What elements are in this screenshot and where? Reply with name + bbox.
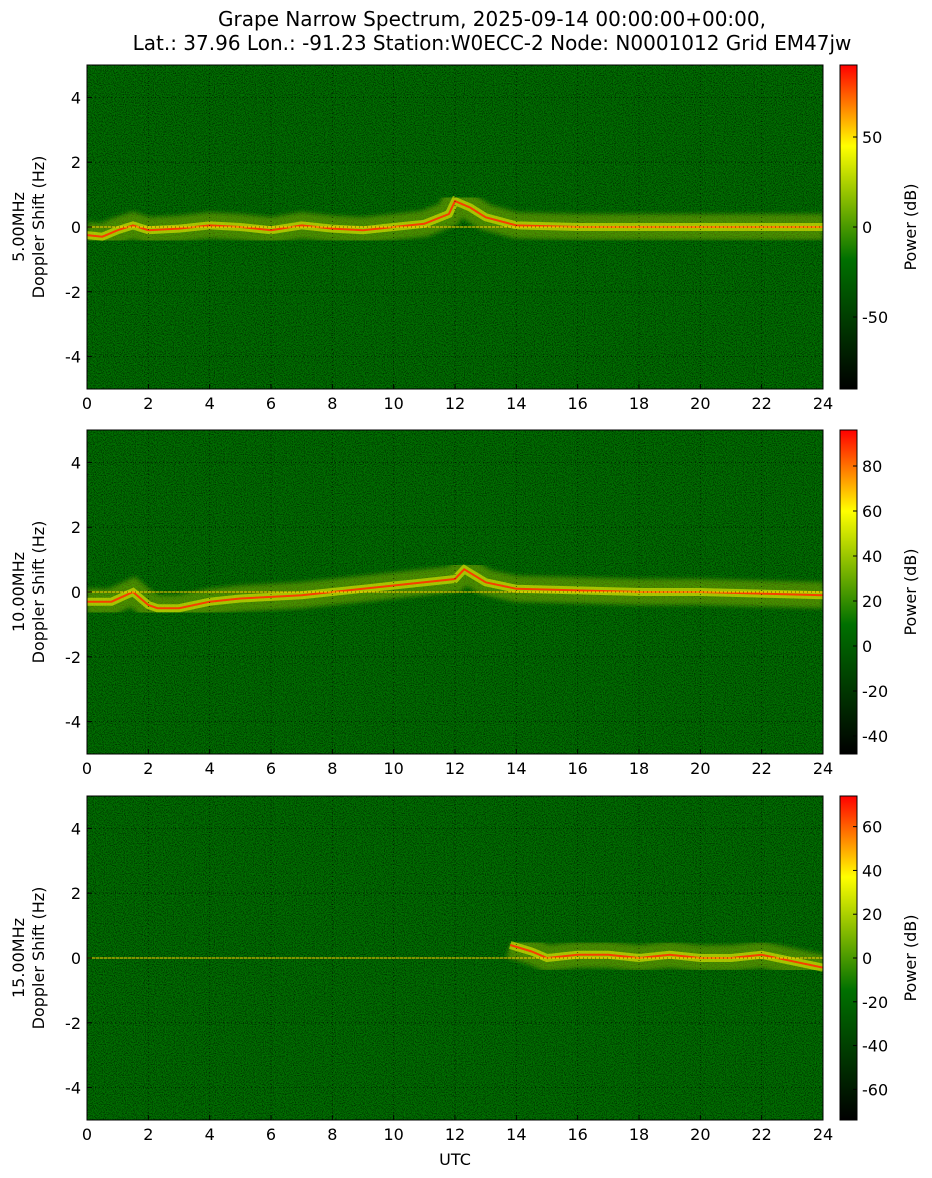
- panel-3-colorbar-tick-label: 60: [862, 818, 882, 837]
- panel-2-x-tick-label: 12: [445, 759, 465, 778]
- panel-1-x-tick-label: 4: [205, 394, 215, 413]
- panel-3-ylabel-line-2: Doppler Shift (Hz): [29, 887, 48, 1030]
- panel-1-colorbar-label: Power (dB): [901, 183, 920, 270]
- panel-2-colorbar-tick-label: -40: [862, 727, 888, 746]
- panel-3-x-tick-label: 10: [383, 1125, 403, 1144]
- panel-1-colorbar-tick-label: 50: [862, 128, 882, 147]
- panel-2-x-tick-label: 14: [506, 759, 526, 778]
- panel-1-y-tick-label: 4: [71, 88, 81, 107]
- panel-2-y-tick-label: -4: [65, 713, 81, 732]
- panel-2-x-tick-label: 2: [143, 759, 153, 778]
- panel-2-x-tick-label: 0: [82, 759, 92, 778]
- panel-2-x-tick-label: 4: [205, 759, 215, 778]
- panel-2-colorbar-label: Power (dB): [901, 548, 920, 635]
- panel-1-x-tick-label: 6: [266, 394, 276, 413]
- panel-2-colorbar-tick-label: 60: [862, 502, 882, 521]
- panel-1-x-tick-label: 10: [383, 394, 403, 413]
- figure-title-line-1: Grape Narrow Spectrum, 2025-09-14 00:00:…: [218, 7, 766, 31]
- panel-3-colorbar-tick-label: 0: [862, 949, 872, 968]
- panel-1-x-tick-label: 20: [690, 394, 710, 413]
- panel-1-x-tick-label: 16: [567, 394, 587, 413]
- panel-2-ylabel-line-1: 10.00MHz: [9, 552, 28, 632]
- panel-1-colorbar-tick-label: 0: [862, 218, 872, 237]
- panel-3-peak-trace: [509, 944, 823, 969]
- panel-1-heatmap-bands: [87, 184, 823, 250]
- panel-3-x-tick-label: 16: [567, 1125, 587, 1144]
- panel-2-x-tick-label: 16: [567, 759, 587, 778]
- panel-1-y-tick-label: 2: [71, 153, 81, 172]
- panel-2-peak-trace: [87, 568, 823, 610]
- panel-2-ylabel-line-2: Doppler Shift (Hz): [29, 521, 48, 664]
- panel-3-colorbar-tick-label: 20: [862, 905, 882, 924]
- panel-3-y-tick-label: 0: [71, 949, 81, 968]
- panel-2-x-tick-label: 18: [629, 759, 649, 778]
- panel-3-x-tick-label: 24: [813, 1125, 833, 1144]
- panel-3-x-tick-label: 8: [327, 1125, 337, 1144]
- panel-3-colorbar-tick-label: -20: [862, 993, 888, 1012]
- panel-1-ylabel-line-2: Doppler Shift (Hz): [29, 156, 48, 299]
- panel-3-colorbar-tick-label: 40: [862, 861, 882, 880]
- panel-2-x-tick-label: 24: [813, 759, 833, 778]
- panel-3-x-tick-label: 14: [506, 1125, 526, 1144]
- panel-2-x-tick-label: 6: [266, 759, 276, 778]
- panel-1-y-tick-label: -2: [65, 283, 81, 302]
- panel-2-y-tick-label: 4: [71, 453, 81, 472]
- panel-2-heatmap-bands: [87, 552, 823, 622]
- panel-1-y-tick-label: -4: [65, 348, 81, 367]
- panel-2-colorbar-tick-label: 20: [862, 592, 882, 611]
- panel-1-x-tick-label: 14: [506, 394, 526, 413]
- panel-1-y-tick-label: 0: [71, 218, 81, 237]
- panel-2-colorbar-tick-label: 0: [862, 637, 872, 656]
- panel-3-colorbar-tick-label: -60: [862, 1080, 888, 1099]
- panel-3-colorbar-tick-label: -40: [862, 1037, 888, 1056]
- panel-3-x-tick-label: 2: [143, 1125, 153, 1144]
- panel-1-x-tick-label: 0: [82, 394, 92, 413]
- panel-3-y-tick-label: 4: [71, 819, 81, 838]
- panel-3-y-tick-label: -4: [65, 1079, 81, 1098]
- panel-1-x-tick-label: 2: [143, 394, 153, 413]
- panel-1-x-tick-label: 24: [813, 394, 833, 413]
- panel-3-x-tick-label: 4: [205, 1125, 215, 1144]
- panel-3-x-tick-label: 18: [629, 1125, 649, 1144]
- panel-3-y-tick-label: 2: [71, 884, 81, 903]
- panel-1-x-tick-label: 18: [629, 394, 649, 413]
- panel-2-y-tick-label: -2: [65, 648, 81, 667]
- panel-3-ylabel-line-1: 15.00MHz: [9, 918, 28, 998]
- panel-1-colorbar-tick-label: -50: [862, 308, 888, 327]
- panel-2-colorbar-tick-label: -20: [862, 682, 888, 701]
- panel-3-x-tick-label: 20: [690, 1125, 710, 1144]
- panel-3-xlabel: UTC: [439, 1150, 471, 1169]
- panel-3-x-tick-label: 6: [266, 1125, 276, 1144]
- panel-2-x-tick-label: 20: [690, 759, 710, 778]
- panel-1-x-tick-label: 12: [445, 394, 465, 413]
- panel-1-x-tick-label: 8: [327, 394, 337, 413]
- panel-3-x-tick-label: 0: [82, 1125, 92, 1144]
- panel-1-x-tick-label: 22: [751, 394, 771, 413]
- panel-2-x-tick-label: 22: [751, 759, 771, 778]
- panel-3-x-tick-label: 22: [751, 1125, 771, 1144]
- figure-title-line-2: Lat.: 37.96 Lon.: -91.23 Station:W0ECC-2…: [133, 31, 852, 55]
- panel-2-x-tick-label: 10: [383, 759, 403, 778]
- panel-2-colorbar-tick-label: 40: [862, 547, 882, 566]
- panel-2-y-tick-label: 0: [71, 583, 81, 602]
- panel-2-colorbar: [839, 429, 858, 755]
- panel-3-heatmap-bands: [87, 932, 823, 981]
- panel-2-colorbar-tick-label: 80: [862, 457, 882, 476]
- panel-2-x-tick-label: 8: [327, 759, 337, 778]
- panel-3-colorbar-label: Power (dB): [901, 914, 920, 1001]
- panel-2-y-tick-label: 2: [71, 518, 81, 537]
- panel-3-y-tick-label: -2: [65, 1014, 81, 1033]
- panel-3-x-tick-label: 12: [445, 1125, 465, 1144]
- panel-1-ylabel-line-1: 5.00MHz: [9, 192, 28, 262]
